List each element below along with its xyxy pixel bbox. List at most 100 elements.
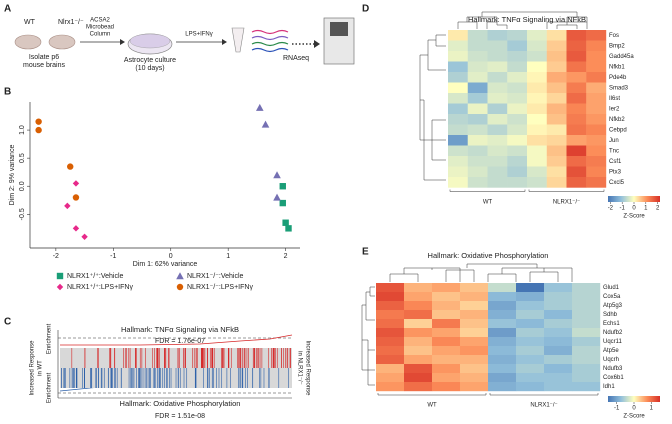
heatmap-cell: [527, 61, 547, 73]
point: [35, 126, 42, 134]
heatmap-cell: [460, 373, 489, 383]
label: Isolate p6: [29, 54, 59, 61]
heatmap-cell: [448, 40, 468, 52]
heatmap-cell: [432, 364, 461, 374]
arrow-head: [120, 39, 125, 45]
heatmap-cell: [527, 145, 547, 157]
y-axis-label: Dim 2: 9% variance: [9, 145, 16, 206]
point: [67, 163, 74, 170]
heatmap-cell: [404, 292, 433, 302]
heatmap-cell: [448, 51, 468, 62]
legend-label: NLRX1⁺/⁺:LPS+IFNγ: [67, 284, 133, 291]
heatmap-cell: [448, 124, 468, 136]
heatmap-cell: [507, 61, 528, 73]
panel-label: D: [362, 4, 369, 15]
heatmap-cell: [544, 355, 573, 365]
heatmap-cell: [488, 337, 517, 347]
panel-label: B: [4, 87, 11, 98]
x-tick-label: 0: [169, 253, 173, 260]
heatmap-cell: [566, 40, 587, 52]
heatmap-cell: [488, 301, 517, 311]
panel-label: A: [4, 4, 11, 15]
heatmap-cell: [572, 301, 601, 311]
heatmap-cell: [544, 310, 573, 320]
heatmap-cell: [460, 355, 489, 365]
heatmap-cell: [448, 145, 468, 157]
heatmap-cell: [448, 82, 468, 94]
mouse-icon: [14, 34, 42, 50]
mouse-icon: [48, 34, 76, 50]
heatmap-cell: [516, 382, 545, 392]
heatmap-cell: [376, 310, 405, 320]
heatmap-cell: [507, 177, 528, 188]
heatmap-cell: [507, 82, 528, 94]
heatmap-cell: [546, 93, 567, 104]
heatmap-cell: [467, 145, 488, 157]
heatmap-cell: [467, 124, 488, 136]
heatmap-cell: [376, 328, 405, 338]
scatter-plot: Dim 1: 62% variance Dim 2: 9% variance -…: [9, 102, 300, 291]
heatmap-cell: [488, 283, 517, 293]
heatmap-cell: [527, 30, 547, 41]
label: LPS+IFNγ: [185, 32, 213, 38]
heatmap-cell: [546, 51, 567, 62]
heatmap-cell: [376, 355, 405, 365]
heatmap-title: Hallmark: TNFα Signaling via NFkB: [468, 15, 586, 24]
heatmap-cell: [507, 145, 528, 157]
heatmap-cell: [572, 328, 601, 338]
group-bracket: [528, 189, 605, 192]
heatmap-cell: [448, 103, 468, 115]
heatmap-cell: [487, 166, 508, 178]
point: [35, 118, 42, 125]
heatmap-cell: [488, 355, 517, 365]
heatmap-cell: [544, 283, 573, 293]
colorbar: [608, 196, 660, 202]
heatmap-cell: [404, 355, 433, 365]
legend-swatch: [176, 283, 184, 291]
heatmap-cell: [404, 301, 433, 311]
heatmap-cell: [467, 61, 488, 73]
heatmap-cell: [376, 292, 405, 302]
row-label: Gadd45a: [609, 54, 634, 60]
heatmap-cell: [586, 51, 607, 62]
heatmap-cell: [487, 124, 508, 136]
heatmap-cell: [572, 310, 601, 320]
heatmap-cell: [546, 114, 567, 125]
heatmap-cell: [586, 177, 607, 188]
x-axis-label: Dim 1: 62% variance: [133, 261, 198, 268]
heatmap-cell: [566, 103, 587, 115]
label: Microbead: [86, 25, 114, 31]
heatmap-cell: [546, 145, 567, 157]
heatmap-cell: [566, 145, 587, 157]
colorbar-tick-label: 0: [632, 206, 636, 212]
panel-label: C: [4, 317, 11, 328]
heatmap-cell: [544, 292, 573, 302]
heatmap-cell: [460, 328, 489, 338]
heatmap-cell: [516, 364, 545, 374]
colorbar-tick-label: 2: [656, 206, 660, 212]
label: mouse brains: [23, 62, 66, 69]
heatmap-cell: [376, 346, 405, 356]
title: Hallmark: TNFα Signaling via NFkB: [121, 325, 239, 334]
heatmap-cell: [572, 283, 601, 293]
heatmap-cell: [404, 319, 433, 329]
heatmap-cell: [488, 310, 517, 320]
colorbar-label: Z-Score: [623, 414, 645, 420]
heatmap-cell: [566, 177, 587, 188]
heatmap-cell: [572, 346, 601, 356]
heatmap-cell: [527, 135, 547, 146]
heatmap-cell: [527, 93, 547, 104]
heatmap-cell: [544, 319, 573, 329]
group-label: WT: [427, 403, 437, 409]
heatmap-cell: [546, 124, 567, 136]
group-label: NLRX1⁻/⁻: [553, 200, 580, 206]
heatmap-cell: [460, 310, 489, 320]
heatmap-cell: [507, 114, 528, 125]
barcode: [61, 348, 291, 388]
heatmap-cell: [376, 382, 405, 392]
group-bracket: [489, 393, 599, 396]
y-tick-label: -0.5: [19, 208, 26, 220]
rna-icon: [251, 47, 289, 53]
heatmap-cell: [460, 319, 489, 329]
